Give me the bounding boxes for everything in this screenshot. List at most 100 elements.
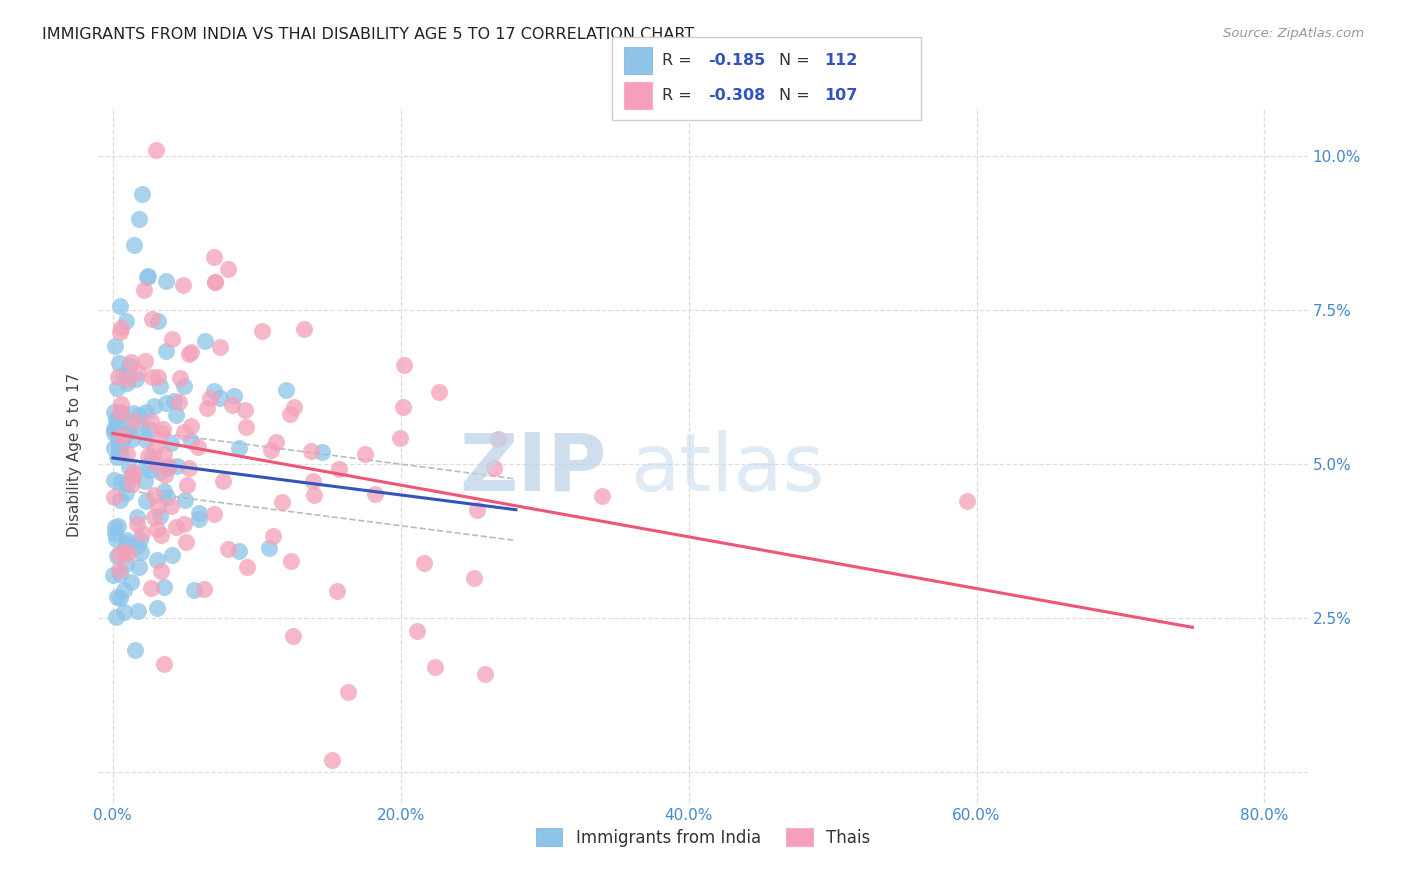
Point: [281, 629, 304, 643]
Point: [108, 548, 131, 562]
Point: [292, 322, 315, 336]
Point: [112, 605, 135, 619]
Point: [135, 433, 157, 447]
Point: [122, 465, 145, 479]
Point: [110, 446, 132, 460]
Point: [139, 582, 162, 596]
Point: [107, 369, 129, 384]
Point: [149, 379, 172, 393]
Point: [145, 143, 167, 157]
Point: [148, 370, 170, 384]
Point: [111, 429, 134, 443]
Point: [336, 685, 359, 699]
Point: [193, 582, 215, 596]
Point: [166, 458, 188, 473]
Point: [141, 370, 163, 384]
Point: [135, 458, 157, 473]
Point: [180, 345, 202, 359]
Point: [104, 525, 127, 540]
Point: [105, 411, 128, 425]
Point: [122, 414, 145, 428]
Point: [328, 461, 350, 475]
Point: [103, 442, 125, 456]
Point: [236, 560, 259, 574]
Point: [274, 383, 297, 397]
Point: [149, 509, 172, 524]
Point: [117, 477, 139, 491]
Point: [155, 490, 177, 504]
Point: [217, 261, 239, 276]
Point: [138, 450, 160, 464]
Point: [114, 544, 136, 558]
Point: [143, 399, 166, 413]
Point: [165, 408, 187, 422]
Text: N =: N =: [779, 88, 815, 103]
Point: [110, 405, 132, 419]
Point: [321, 753, 343, 767]
Y-axis label: Disability Age 5 to 17: Disability Age 5 to 17: [67, 373, 83, 537]
Point: [108, 356, 131, 370]
Point: [110, 325, 132, 339]
Text: 112: 112: [824, 54, 858, 68]
Point: [129, 545, 152, 559]
Point: [155, 274, 177, 288]
Point: [177, 460, 200, 475]
Point: [150, 528, 173, 542]
Point: [173, 379, 195, 393]
Point: [482, 461, 505, 475]
Point: [127, 539, 149, 553]
Point: [354, 447, 377, 461]
Point: [107, 549, 129, 564]
Point: [128, 560, 150, 574]
Point: [180, 419, 202, 434]
Point: [221, 398, 243, 412]
Point: [127, 510, 149, 524]
Point: [212, 474, 235, 488]
Point: [122, 406, 145, 420]
Point: [160, 332, 183, 346]
Point: [228, 544, 250, 558]
Point: [146, 600, 169, 615]
Point: [425, 659, 447, 673]
Point: [174, 492, 197, 507]
Point: [115, 447, 138, 461]
Point: [108, 299, 131, 313]
Point: [155, 396, 177, 410]
Point: [115, 314, 138, 328]
Point: [167, 394, 190, 409]
Point: [141, 414, 163, 428]
Point: [131, 526, 153, 541]
Point: [146, 522, 169, 536]
Text: -0.185: -0.185: [709, 54, 766, 68]
Point: [208, 340, 231, 354]
Point: [311, 445, 333, 459]
Point: [138, 463, 160, 477]
Point: [299, 444, 322, 458]
Point: [141, 450, 163, 464]
Point: [103, 490, 125, 504]
Point: [150, 425, 173, 440]
Point: [104, 339, 127, 353]
Point: [155, 343, 177, 358]
Point: [134, 474, 156, 488]
Point: [143, 509, 166, 524]
Point: [132, 283, 155, 297]
Point: [143, 441, 166, 455]
Point: [152, 422, 174, 436]
Point: [146, 552, 169, 566]
Point: [160, 435, 183, 450]
Point: [394, 359, 416, 373]
Point: [591, 489, 613, 503]
Point: [105, 609, 128, 624]
Point: [179, 347, 201, 361]
Point: [146, 313, 169, 327]
Point: [110, 397, 132, 411]
Point: [121, 433, 143, 447]
Point: [326, 583, 349, 598]
Point: [172, 277, 194, 292]
Point: [202, 508, 225, 522]
Point: [145, 456, 167, 470]
Point: [110, 475, 132, 490]
Point: [250, 324, 273, 338]
Point: [198, 391, 221, 405]
